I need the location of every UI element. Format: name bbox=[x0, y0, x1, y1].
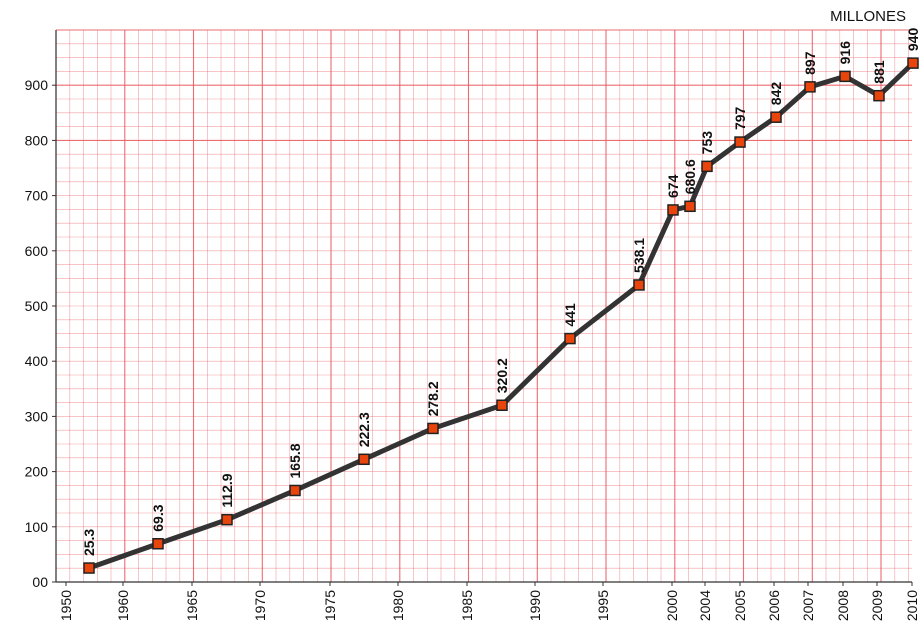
data-marker bbox=[496, 399, 508, 411]
data-label: 674 bbox=[665, 174, 681, 198]
data-marker bbox=[907, 57, 919, 69]
data-label: 842 bbox=[768, 82, 784, 106]
y-tick-label: 100 bbox=[25, 519, 49, 535]
data-marker bbox=[289, 484, 301, 497]
y-tick-label: 300 bbox=[25, 408, 49, 424]
data-marker bbox=[152, 537, 164, 550]
data-label: 881 bbox=[871, 60, 887, 84]
data-label: 916 bbox=[837, 41, 853, 65]
data-marker bbox=[734, 136, 746, 148]
y-tick-label: 00 bbox=[32, 574, 48, 590]
x-tick-label: 2000 bbox=[664, 590, 680, 621]
data-marker bbox=[839, 70, 851, 83]
data-label: 797 bbox=[732, 106, 748, 130]
data-marker bbox=[633, 279, 645, 291]
data-label: 680.6 bbox=[682, 159, 698, 194]
x-tick-label: 1975 bbox=[322, 590, 338, 621]
x-tick-label: 2004 bbox=[697, 590, 713, 621]
data-label: 897 bbox=[802, 51, 818, 75]
data-label: 940 bbox=[905, 28, 920, 52]
x-tick-label: 2010 bbox=[904, 590, 920, 621]
data-label: 112.9 bbox=[219, 473, 235, 507]
series-polyline bbox=[86, 60, 916, 571]
x-tick-label: 1985 bbox=[459, 590, 475, 621]
data-marker bbox=[804, 81, 816, 93]
data-label: 320.2 bbox=[494, 358, 510, 393]
data-label: 538.1 bbox=[631, 238, 647, 273]
unit-label: MILLONES bbox=[830, 8, 906, 25]
data-marker bbox=[701, 160, 713, 173]
data-label: 25.3 bbox=[81, 529, 97, 556]
data-markers bbox=[83, 57, 919, 574]
series-line bbox=[86, 60, 916, 571]
data-label: 441 bbox=[562, 303, 578, 327]
y-tick-label: 400 bbox=[25, 353, 49, 369]
x-tick-label: 1960 bbox=[115, 590, 131, 621]
y-tick-label: 800 bbox=[25, 132, 49, 148]
x-tick-label: 1990 bbox=[527, 590, 543, 621]
x-tick-label: 2006 bbox=[766, 590, 782, 621]
data-marker bbox=[221, 513, 233, 526]
data-marker bbox=[358, 453, 370, 466]
data-labels: 25.3 69.3 112.9 165.8 222.3 278.2 320.2 441 538.… bbox=[81, 28, 920, 556]
y-tick-labels: 00 100 200 300 400 500 600 700 800 900 bbox=[25, 77, 56, 590]
data-label: 222.3 bbox=[356, 412, 372, 447]
x-tick-label: 1995 bbox=[595, 590, 611, 621]
data-label: 165.8 bbox=[287, 443, 303, 478]
y-tick-label: 700 bbox=[25, 188, 49, 204]
data-marker bbox=[564, 332, 576, 345]
data-marker bbox=[873, 89, 885, 102]
x-tick-label: 1980 bbox=[390, 590, 406, 621]
x-tick-label: 1950 bbox=[58, 590, 74, 621]
grid bbox=[55, 29, 912, 583]
x-tick-label: 2008 bbox=[835, 590, 851, 621]
data-label: 753 bbox=[699, 131, 715, 155]
y-tick-label: 200 bbox=[25, 464, 49, 480]
y-tick-label: 600 bbox=[25, 243, 49, 259]
data-marker bbox=[684, 200, 696, 213]
data-marker bbox=[667, 204, 679, 216]
data-marker bbox=[770, 111, 782, 123]
x-tick-label: 1965 bbox=[184, 590, 200, 621]
x-tick-label: 2007 bbox=[800, 590, 816, 621]
data-label: 278.2 bbox=[425, 381, 441, 416]
x-tick-label: 2005 bbox=[732, 590, 748, 621]
x-tick-label: 2009 bbox=[869, 590, 885, 621]
data-marker bbox=[83, 562, 95, 574]
y-tick-label: 500 bbox=[25, 298, 49, 314]
data-marker bbox=[427, 422, 439, 435]
y-tick-label: 900 bbox=[25, 77, 49, 93]
x-tick-label: 1970 bbox=[252, 590, 268, 621]
data-label: 69.3 bbox=[150, 504, 166, 531]
x-tick-labels: 1950 1960 1965 1970 1975 1980 1985 1990 1995 2000… bbox=[58, 582, 920, 621]
